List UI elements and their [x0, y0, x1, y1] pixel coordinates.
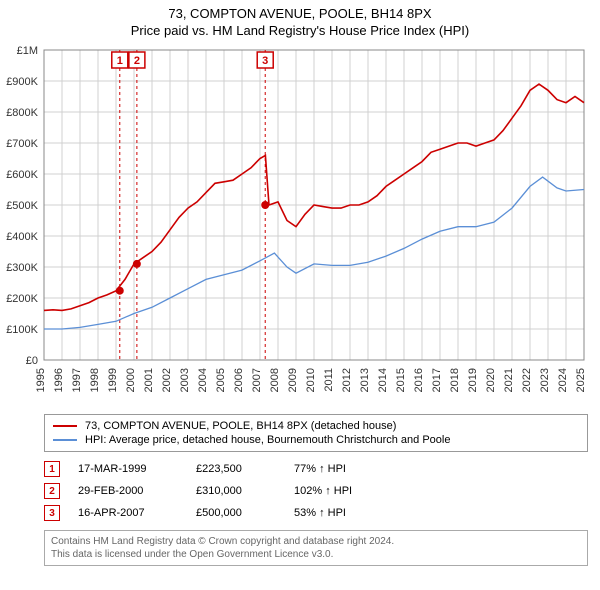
sale-pct: 77% ↑ HPI [294, 463, 384, 475]
sales-list: 1 17-MAR-1999 £223,500 77% ↑ HPI 2 29-FEB-200… [44, 458, 588, 524]
footer-attribution: Contains HM Land Registry data © Crown c… [44, 530, 588, 566]
svg-text:2025: 2025 [575, 368, 587, 392]
svg-text:3: 3 [262, 55, 268, 67]
legend-item: HPI: Average price, detached house, Bour… [53, 433, 579, 447]
svg-text:2019: 2019 [467, 368, 479, 392]
svg-text:2012: 2012 [341, 368, 353, 392]
svg-text:1997: 1997 [71, 368, 83, 392]
sale-pct: 53% ↑ HPI [294, 507, 384, 519]
svg-text:2010: 2010 [305, 368, 317, 392]
legend-label: 73, COMPTON AVENUE, POOLE, BH14 8PX (det… [85, 420, 396, 432]
sale-date: 29-FEB-2000 [78, 485, 178, 497]
svg-text:2000: 2000 [125, 368, 137, 392]
legend: 73, COMPTON AVENUE, POOLE, BH14 8PX (det… [44, 414, 588, 452]
svg-text:1996: 1996 [53, 368, 65, 392]
svg-text:£700K: £700K [6, 138, 38, 150]
sale-date: 17-MAR-1999 [78, 463, 178, 475]
svg-text:£400K: £400K [6, 231, 38, 243]
svg-text:1: 1 [117, 55, 123, 67]
sale-price: £310,000 [196, 485, 276, 497]
svg-text:£1M: £1M [17, 45, 38, 57]
svg-text:£500K: £500K [6, 200, 38, 212]
sale-price: £223,500 [196, 463, 276, 475]
legend-swatch [53, 425, 77, 427]
svg-text:£200K: £200K [6, 293, 38, 305]
sale-marker-num: 3 [44, 505, 60, 521]
svg-text:2004: 2004 [197, 368, 209, 392]
svg-text:2024: 2024 [557, 368, 569, 392]
svg-text:2008: 2008 [269, 368, 281, 392]
svg-text:1999: 1999 [107, 368, 119, 392]
svg-text:2007: 2007 [251, 368, 263, 392]
svg-text:1998: 1998 [89, 368, 101, 392]
chart-area: £0 £100K £200K £300K £400K £500K £600K £700K £80… [0, 40, 600, 410]
svg-text:2014: 2014 [377, 368, 389, 392]
footer-line1: Contains HM Land Registry data © Crown c… [51, 535, 581, 548]
svg-text:2003: 2003 [179, 368, 191, 392]
svg-text:1995: 1995 [35, 368, 47, 392]
svg-text:2015: 2015 [395, 368, 407, 392]
svg-text:2020: 2020 [485, 368, 497, 392]
svg-text:2018: 2018 [449, 368, 461, 392]
sale-row: 1 17-MAR-1999 £223,500 77% ↑ HPI [44, 458, 588, 480]
sale-marker-num: 2 [44, 483, 60, 499]
svg-text:2002: 2002 [161, 368, 173, 392]
svg-text:£600K: £600K [6, 169, 38, 181]
title-subtitle: Price paid vs. HM Land Registry's House … [0, 23, 600, 38]
svg-text:2: 2 [134, 55, 140, 67]
legend-swatch [53, 439, 77, 441]
sale-row: 2 29-FEB-2000 £310,000 102% ↑ HPI [44, 480, 588, 502]
svg-text:2011: 2011 [323, 368, 335, 392]
svg-text:2006: 2006 [233, 368, 245, 392]
svg-text:2022: 2022 [521, 368, 533, 392]
chart-title-block: 73, COMPTON AVENUE, POOLE, BH14 8PX Pric… [0, 0, 600, 40]
svg-text:£300K: £300K [6, 262, 38, 274]
footer-line2: This data is licensed under the Open Gov… [51, 548, 581, 561]
svg-text:£100K: £100K [6, 324, 38, 336]
svg-text:2005: 2005 [215, 368, 227, 392]
svg-text:2016: 2016 [413, 368, 425, 392]
svg-text:2021: 2021 [503, 368, 515, 392]
svg-text:2009: 2009 [287, 368, 299, 392]
legend-item: 73, COMPTON AVENUE, POOLE, BH14 8PX (det… [53, 419, 579, 433]
sale-row: 3 16-APR-2007 £500,000 53% ↑ HPI [44, 502, 588, 524]
svg-text:2017: 2017 [431, 368, 443, 392]
title-address: 73, COMPTON AVENUE, POOLE, BH14 8PX [0, 6, 600, 21]
svg-text:2001: 2001 [143, 368, 155, 392]
svg-text:£800K: £800K [6, 107, 38, 119]
sale-pct: 102% ↑ HPI [294, 485, 384, 497]
chart-svg: £0 £100K £200K £300K £400K £500K £600K £700K £80… [0, 40, 600, 410]
sale-price: £500,000 [196, 507, 276, 519]
sale-date: 16-APR-2007 [78, 507, 178, 519]
svg-text:£900K: £900K [6, 76, 38, 88]
svg-text:2013: 2013 [359, 368, 371, 392]
svg-text:£0: £0 [26, 355, 38, 367]
svg-text:2023: 2023 [539, 368, 551, 392]
legend-label: HPI: Average price, detached house, Bour… [85, 434, 450, 446]
sale-marker-num: 1 [44, 461, 60, 477]
